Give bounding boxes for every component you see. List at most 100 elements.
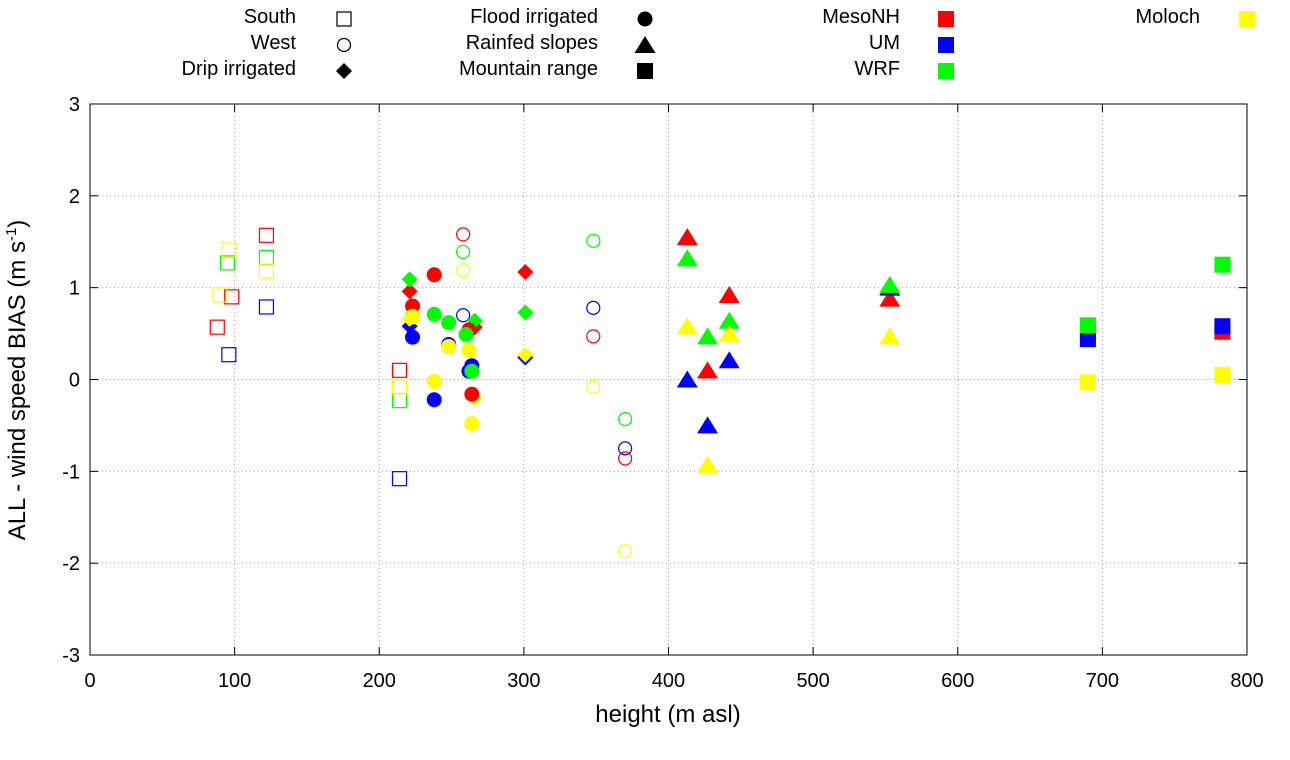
data-point-triangle-wrf <box>676 249 698 267</box>
data-point-open-square-mesonh <box>224 289 240 305</box>
data-point-square-moloch <box>1214 366 1231 383</box>
data-point-triangle-um <box>676 370 698 388</box>
data-point-circle-mesonh <box>464 386 480 402</box>
data-point-diamond-wrf <box>517 304 534 321</box>
data-point-open-square-wrf <box>219 255 235 271</box>
data-point-open-square-moloch <box>221 242 237 258</box>
data-point-circle-wrf <box>441 315 457 331</box>
legend-marker-circle <box>637 11 653 27</box>
data-point-circle-um <box>426 392 442 408</box>
data-point-triangle-um <box>697 416 719 434</box>
data-point-open-square-moloch <box>212 287 228 303</box>
data-point-diamond-moloch <box>517 346 534 363</box>
data-point-circle-moloch <box>405 309 421 325</box>
legend-label: West <box>251 32 297 54</box>
data-point-triangle-wrf <box>718 311 740 329</box>
legend-marker-moloch <box>1239 11 1255 27</box>
data-point-square-moloch <box>1079 374 1096 391</box>
data-point-triangle-mesonh <box>879 289 901 307</box>
data-point-diamond-mesonh <box>517 264 534 281</box>
data-point-open-square-mesonh <box>209 319 225 335</box>
data-point-circle-wrf <box>464 363 480 379</box>
x-tick-label: 700 <box>1086 670 1119 692</box>
data-point-open-square-wrf <box>391 393 408 409</box>
data-point-triangle-moloch <box>676 317 698 335</box>
data-point-triangle-moloch <box>718 324 740 342</box>
y-axis-label: ALL - wind speed BIAS (m s-1) <box>3 220 31 541</box>
x-tick-label: 200 <box>363 670 396 692</box>
data-point-circle-moloch <box>461 342 477 358</box>
data-point-open-circle-mesonh <box>618 451 633 466</box>
data-point-circle-moloch <box>441 338 457 354</box>
data-point-open-square-mesonh <box>391 362 408 378</box>
data-point-open-square-wrf <box>258 249 275 265</box>
data-point-square-um <box>1214 318 1231 335</box>
y-tick-label: 0 <box>69 370 80 392</box>
data-point-diamond-wrf <box>401 271 418 288</box>
y-tick-label: 3 <box>69 94 80 116</box>
legend-label: Drip irrigated <box>182 58 296 80</box>
data-point-circle-um <box>405 329 421 345</box>
legend-marker-open-circle <box>336 37 352 53</box>
data-point-triangle-moloch <box>879 327 901 345</box>
data-point-square-wrf <box>1214 256 1231 273</box>
data-points <box>209 227 1231 559</box>
x-tick-label: 400 <box>652 670 685 692</box>
data-point-open-square-um <box>221 347 237 363</box>
data-point-triangle-wrf <box>879 275 901 293</box>
data-point-open-circle-moloch <box>456 263 471 278</box>
legend-marker-um <box>938 37 954 53</box>
x-tick-label: 600 <box>941 670 974 692</box>
y-axis-label-main: ALL - wind speed BIAS (m s <box>4 241 31 540</box>
x-tick-label: 800 <box>1230 670 1263 692</box>
y-axis-label-superscript: -1 <box>3 228 20 241</box>
x-tick-label: 300 <box>507 670 540 692</box>
data-point-diamond-mesonh <box>401 283 418 300</box>
data-point-open-circle-wrf <box>618 411 633 427</box>
data-point-square-um <box>1079 331 1096 348</box>
y-tick-label: -3 <box>62 645 80 667</box>
legend-marker-diamond <box>336 63 352 79</box>
legend-marker-wrf <box>938 63 954 79</box>
data-point-open-circle-wrf <box>456 244 471 259</box>
data-point-open-circle-moloch <box>618 544 633 559</box>
x-tick-label: 100 <box>218 670 251 692</box>
data-point-triangle-wrf <box>697 327 719 345</box>
data-point-open-square-moloch <box>258 263 275 279</box>
data-point-triangle-moloch <box>697 455 719 473</box>
data-point-triangle-mesonh <box>676 228 698 246</box>
data-point-open-circle-um <box>618 441 633 456</box>
data-point-open-square-um <box>391 471 408 487</box>
data-point-circle-moloch <box>464 416 480 432</box>
data-point-open-square-um <box>258 299 275 315</box>
data-point-square-wrf <box>1079 317 1096 334</box>
legend-label: UM <box>869 32 900 54</box>
data-point-open-circle-um <box>586 300 601 315</box>
y-tick-label: 2 <box>69 186 80 208</box>
legend-label: Flood irrigated <box>470 6 598 28</box>
data-point-open-circle-mesonh <box>586 329 601 344</box>
legend-marker-square <box>637 63 653 79</box>
legend-label: MesoNH <box>822 6 900 28</box>
data-point-open-square-moloch <box>391 379 408 395</box>
x-tick-label: 0 <box>84 670 95 692</box>
axis-ticks: 0 100 200 300 400 500 600 700 800 -3 -2 -1 0 1 2 3 <box>62 94 1263 692</box>
legend-label: Rainfed slopes <box>466 32 598 54</box>
legend-label: WRF <box>854 58 900 80</box>
x-axis-label: height (m asl) <box>595 701 740 728</box>
y-tick-label: -2 <box>62 553 80 575</box>
grid <box>90 104 1247 655</box>
x-tick-label: 500 <box>796 670 829 692</box>
data-point-open-circle-wrf <box>586 233 601 248</box>
data-point-open-circle-um <box>456 308 471 323</box>
legend-label: South <box>244 6 296 28</box>
data-point-circle-mesonh <box>426 267 442 283</box>
data-point-circle-wrf <box>426 306 442 322</box>
data-point-circle-wrf <box>458 327 474 343</box>
data-point-open-circle-mesonh <box>456 227 471 242</box>
legend-label: Mountain range <box>459 58 598 80</box>
data-point-open-square-mesonh <box>258 227 275 243</box>
legend-marker-open-square <box>336 11 352 27</box>
data-point-triangle-mesonh <box>718 286 740 304</box>
